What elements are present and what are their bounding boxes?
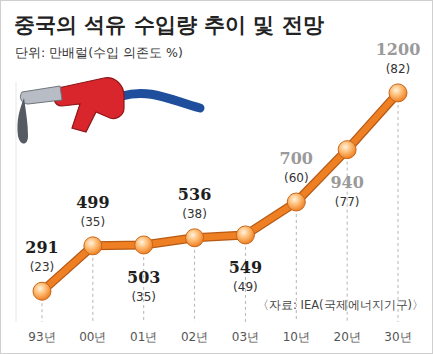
- drop-line: [398, 93, 399, 322]
- dependency-label: (49): [233, 280, 258, 294]
- nozzle-handle: [54, 78, 124, 132]
- subtitle: 단위: 만배럴(수입 의존도 %): [15, 45, 183, 60]
- data-label: 940: [330, 173, 363, 192]
- data-label: 549: [229, 258, 262, 277]
- y-axis-line: [16, 82, 17, 322]
- line-outline: [42, 93, 398, 291]
- dependency-label: (82): [386, 62, 411, 76]
- fuel-drop: [17, 98, 28, 144]
- drop-line: [194, 238, 195, 322]
- x-tick-label: 10년: [283, 330, 310, 344]
- nozzle-spout: [20, 86, 62, 104]
- data-label: 536: [178, 185, 211, 204]
- x-tick-label: 20년: [334, 330, 361, 344]
- fuel-nozzle-icon: [17, 78, 200, 144]
- x-tick-label: 01년: [130, 330, 157, 344]
- source: 〈자료: IEA(국제에너지기구)〉: [257, 298, 424, 312]
- marker: [287, 193, 305, 211]
- x-tick-label: 02년: [181, 330, 208, 344]
- marker: [33, 282, 51, 300]
- dependency-label: (35): [81, 215, 106, 229]
- marker: [186, 229, 204, 247]
- marker: [338, 141, 356, 159]
- dependency-label: (60): [284, 171, 309, 185]
- marker: [84, 237, 102, 255]
- x-tick-label: 03년: [232, 330, 259, 344]
- data-label: 503: [127, 268, 160, 287]
- x-tick-label: 93년: [28, 330, 55, 344]
- dependency-label: (77): [335, 195, 360, 209]
- x-tick-label: 30년: [384, 330, 411, 344]
- title: 중국의 석유 수입량 추이 및 전망: [14, 13, 324, 37]
- chart: 중국의 석유 수입량 추이 및 전망단위: 만배럴(수입 의존도 %) 291 (2…: [0, 0, 433, 354]
- marker: [236, 226, 254, 244]
- data-label: 291: [25, 238, 58, 257]
- plot-area: [33, 84, 407, 300]
- marker: [389, 84, 407, 102]
- dependency-label: (35): [131, 290, 156, 304]
- background: [1, 1, 433, 354]
- marker: [135, 236, 153, 254]
- data-label: 499: [76, 193, 109, 212]
- hose: [122, 93, 200, 108]
- data-label: 700: [280, 149, 313, 168]
- dependency-label: (38): [182, 207, 207, 221]
- x-tick-label: 00년: [79, 330, 106, 344]
- dependency-label: (23): [30, 260, 55, 274]
- drop-line: [92, 246, 93, 322]
- line: [42, 93, 398, 291]
- drop-line: [245, 235, 246, 322]
- data-label: 1200: [376, 40, 421, 59]
